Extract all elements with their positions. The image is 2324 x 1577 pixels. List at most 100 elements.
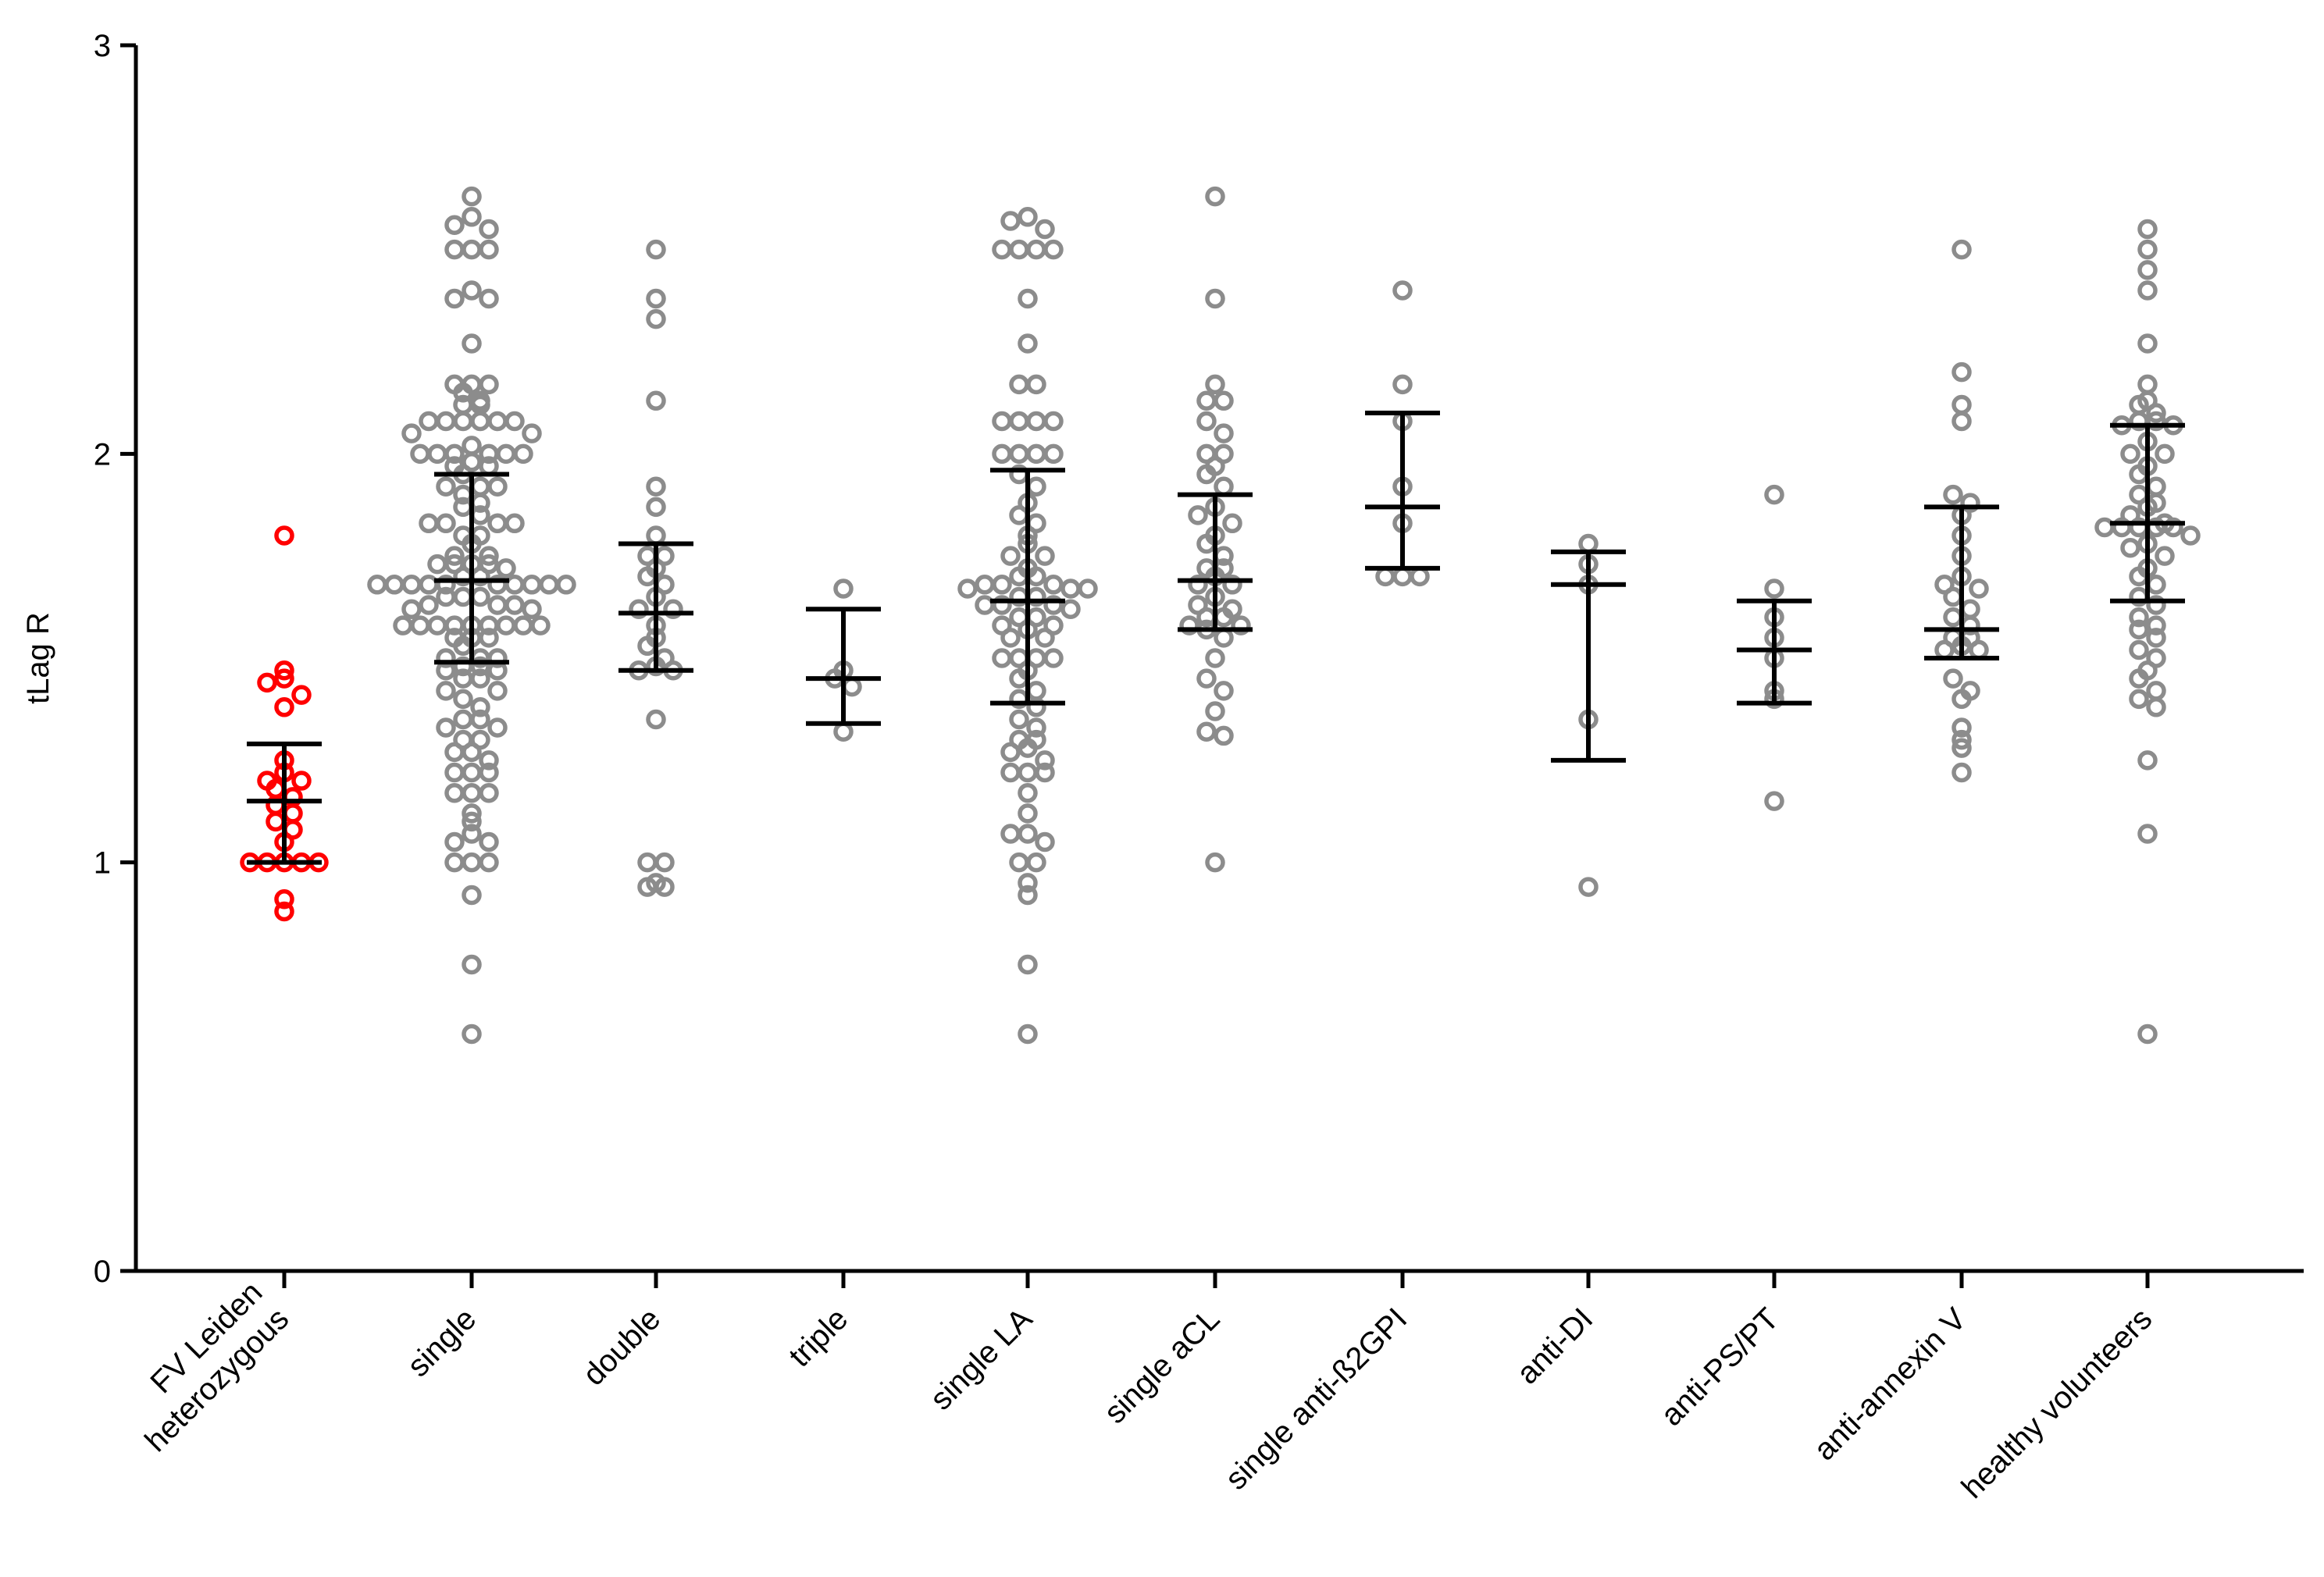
data-point [2129, 619, 2149, 640]
data-point [401, 599, 422, 619]
data-point [2180, 525, 2201, 546]
data-point [1018, 782, 1038, 803]
data-point [1214, 628, 1234, 648]
data-point [462, 333, 482, 354]
data-point [1392, 280, 1413, 301]
data-point [2146, 403, 2166, 423]
data-point [1043, 411, 1064, 432]
data-point [2120, 443, 2140, 465]
data-point [1009, 505, 1029, 525]
x-category-label-line: single [401, 1301, 483, 1383]
data-point [470, 411, 490, 432]
data-point [1214, 476, 1234, 497]
data-point [1043, 595, 1064, 615]
data-point [462, 742, 482, 763]
data-point [1018, 803, 1038, 824]
data-point [427, 443, 447, 465]
data-point [453, 689, 473, 710]
data-point [266, 811, 286, 832]
x-category-label: healthy volunteers [1955, 1301, 2159, 1505]
data-point [646, 525, 666, 546]
data-point [479, 831, 499, 853]
data-point [646, 308, 666, 329]
data-point [1035, 628, 1055, 648]
data-point [1764, 578, 1784, 599]
x-category-label-line: anti-PS/PT [1654, 1301, 1785, 1433]
data-point [1009, 443, 1029, 465]
data-point [444, 239, 465, 260]
x-category-label-line: single LA [924, 1301, 1039, 1417]
data-point [2120, 537, 2140, 558]
data-point [367, 575, 387, 595]
data-point [504, 411, 525, 432]
data-point [1943, 668, 1963, 689]
data-point [646, 390, 666, 411]
data-point [1952, 738, 1972, 758]
data-point [453, 411, 473, 432]
data-point [462, 824, 482, 844]
data-point [401, 575, 422, 595]
x-category-label-line: single anti-ß2GPI [1219, 1301, 1414, 1497]
data-point [444, 852, 465, 873]
data-point [1952, 729, 1972, 750]
x-category-label: single aCL [1098, 1301, 1227, 1430]
data-points [240, 186, 2201, 1045]
data-point [1009, 852, 1029, 873]
data-point [556, 575, 576, 595]
data-point [2137, 374, 2158, 395]
y-tick-label: 1 [94, 846, 111, 881]
x-category-label-line: anti-DI [1510, 1301, 1599, 1390]
data-point [1000, 546, 1021, 566]
data-point [479, 852, 499, 873]
data-point [1078, 578, 1098, 599]
x-category-label: anti-DI [1510, 1301, 1599, 1390]
data-point [393, 615, 413, 635]
data-point [1035, 762, 1055, 783]
x-category-label-line: triple [782, 1301, 854, 1373]
data-point [462, 186, 482, 207]
data-point [1000, 742, 1021, 763]
data-point [487, 648, 508, 668]
data-point [1231, 615, 1251, 635]
data-point [419, 513, 439, 534]
data-point [1018, 824, 1038, 844]
data-point [1018, 1023, 1038, 1045]
data-point [663, 599, 683, 619]
data-point [2155, 546, 2175, 566]
data-point [496, 558, 516, 578]
data-point [646, 239, 666, 260]
data-point [479, 762, 499, 783]
y-tick-label: 0 [94, 1255, 111, 1289]
data-point [462, 954, 482, 975]
data-point [539, 575, 559, 595]
data-point [1196, 390, 1217, 411]
data-point [283, 803, 303, 824]
data-point [992, 239, 1012, 260]
data-point [1205, 374, 1225, 395]
data-point [444, 288, 465, 309]
data-point [2146, 615, 2166, 635]
data-point [419, 595, 439, 615]
data-point [1205, 186, 1225, 207]
data-point [992, 648, 1012, 668]
data-point [1214, 423, 1234, 443]
data-point [637, 852, 658, 873]
data-point [1952, 394, 1972, 415]
data-point [470, 586, 490, 607]
data-point [1009, 411, 1029, 432]
data-point [487, 513, 508, 534]
data-point [436, 411, 456, 432]
data-point [453, 586, 473, 607]
data-point [1764, 484, 1784, 505]
data-point [444, 742, 465, 763]
data-point [1943, 484, 1963, 505]
data-point [2129, 668, 2149, 689]
data-point [419, 411, 439, 432]
data-point [1214, 681, 1234, 701]
data-point [1060, 578, 1081, 599]
data-point [504, 595, 525, 615]
data-point [274, 697, 294, 717]
data-point [2129, 639, 2149, 660]
data-point [2163, 517, 2183, 538]
data-point [436, 648, 456, 668]
